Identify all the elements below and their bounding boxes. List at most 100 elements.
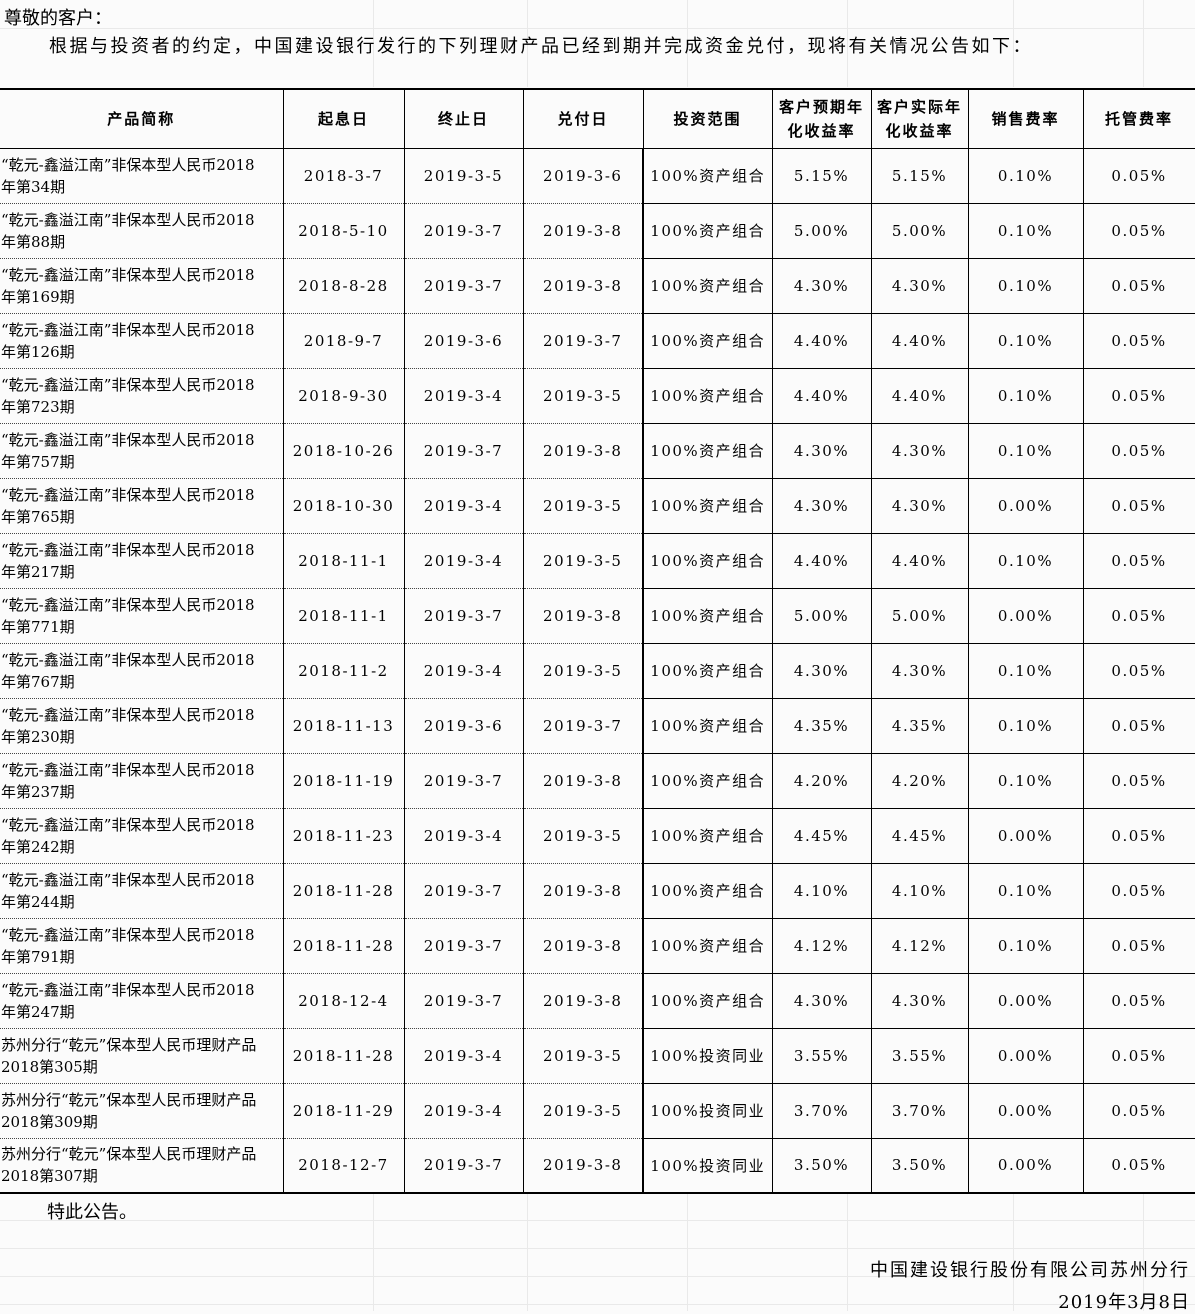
- cell-value: 100%投资同业: [643, 1028, 773, 1084]
- cell-value: 100%资产组合: [643, 258, 773, 314]
- cell-value: 0.10%: [968, 698, 1084, 754]
- cell-value: 4.40%: [772, 313, 872, 369]
- cell-value: 4.30%: [871, 258, 969, 314]
- cell-value: 0.05%: [1083, 698, 1195, 754]
- cell-value: 2019-3-8: [523, 588, 644, 644]
- table-row: “乾元-鑫溢江南”非保本型人民币2018 年第34期 2018-3-7 2019-3…: [0, 148, 1195, 204]
- cell-value: 2019-3-4: [404, 533, 524, 589]
- table-row: “乾元-鑫溢江南”非保本型人民币2018 年第244期 2018-11-28 201…: [0, 863, 1195, 919]
- cell-value: 2018-11-19: [283, 753, 405, 809]
- cell-product-name: “乾元-鑫溢江南”非保本型人民币2018 年第771期: [0, 588, 284, 644]
- cell-value: 0.00%: [968, 478, 1084, 534]
- cell-value: 2018-12-4: [283, 973, 405, 1029]
- cell-value: 2019-3-7: [404, 973, 524, 1029]
- cell-product-name: 苏州分行“乾元”保本型人民币理财产品 2018第307期: [0, 1138, 284, 1194]
- cell-product-name: “乾元-鑫溢江南”非保本型人民币2018 年第126期: [0, 313, 284, 369]
- cell-value: 2019-3-8: [523, 203, 644, 259]
- cell-value: 2019-3-5: [523, 643, 644, 699]
- cell-value: 2018-11-29: [283, 1083, 405, 1139]
- cell-value: 2019-3-8: [523, 863, 644, 919]
- cell-value: 4.45%: [871, 808, 969, 864]
- cell-value: 4.40%: [871, 368, 969, 424]
- cell-value: 4.30%: [871, 478, 969, 534]
- cell-value: 2019-3-4: [404, 1028, 524, 1084]
- cell-value: 0.05%: [1083, 423, 1195, 479]
- table-row: “乾元-鑫溢江南”非保本型人民币2018 年第217期 2018-11-1 2019…: [0, 533, 1195, 589]
- cell-value: 2018-12-7: [283, 1138, 405, 1194]
- cell-value: 100%资产组合: [643, 533, 773, 589]
- cell-value: 0.05%: [1083, 148, 1195, 204]
- cell-value: 2018-11-1: [283, 533, 405, 589]
- cell-value: 0.05%: [1083, 588, 1195, 644]
- cell-value: 5.00%: [772, 588, 872, 644]
- cell-value: 0.05%: [1083, 1138, 1195, 1194]
- cell-product-name: “乾元-鑫溢江南”非保本型人民币2018 年第217期: [0, 533, 284, 589]
- cell-value: 0.05%: [1083, 313, 1195, 369]
- cell-value: 4.30%: [871, 643, 969, 699]
- cell-product-name: “乾元-鑫溢江南”非保本型人民币2018 年第757期: [0, 423, 284, 479]
- cell-value: 2018-10-30: [283, 478, 405, 534]
- table-row: 苏州分行“乾元”保本型人民币理财产品 2018第305期 2018-11-28 20…: [0, 1028, 1195, 1084]
- cell-value: 0.05%: [1083, 973, 1195, 1029]
- cell-value: 4.30%: [772, 973, 872, 1029]
- cell-value: 2019-3-7: [404, 423, 524, 479]
- cell-value: 4.35%: [871, 698, 969, 754]
- cell-value: 0.05%: [1083, 478, 1195, 534]
- cell-value: 2019-3-8: [523, 973, 644, 1029]
- cell-value: 4.40%: [772, 368, 872, 424]
- cell-product-name: “乾元-鑫溢江南”非保本型人民币2018 年第237期: [0, 753, 284, 809]
- cell-value: 4.12%: [772, 918, 872, 974]
- cell-value: 0.10%: [968, 533, 1084, 589]
- cell-value: 4.30%: [772, 478, 872, 534]
- cell-value: 4.20%: [871, 753, 969, 809]
- cell-value: 2018-5-10: [283, 203, 405, 259]
- cell-value: 3.50%: [871, 1138, 969, 1194]
- cell-value: 5.00%: [871, 588, 969, 644]
- table-row: “乾元-鑫溢江南”非保本型人民币2018 年第757期 2018-10-26 201…: [0, 423, 1195, 479]
- cell-value: 2018-9-7: [283, 313, 405, 369]
- cell-value: 2019-3-4: [404, 1083, 524, 1139]
- cell-value: 0.10%: [968, 258, 1084, 314]
- cell-product-name: “乾元-鑫溢江南”非保本型人民币2018 年第244期: [0, 863, 284, 919]
- cell-value: 2018-8-28: [283, 258, 405, 314]
- cell-value: 4.45%: [772, 808, 872, 864]
- cell-value: 3.55%: [772, 1028, 872, 1084]
- cell-value: 4.35%: [772, 698, 872, 754]
- cell-value: 2019-3-7: [404, 588, 524, 644]
- cell-value: 2019-3-6: [404, 698, 524, 754]
- table-row: “乾元-鑫溢江南”非保本型人民币2018 年第126期 2018-9-7 2019-…: [0, 313, 1195, 369]
- table-row: “乾元-鑫溢江南”非保本型人民币2018 年第767期 2018-11-2 2019…: [0, 643, 1195, 699]
- cell-value: 2019-3-5: [523, 1083, 644, 1139]
- cell-value: 2018-11-28: [283, 863, 405, 919]
- table-row: “乾元-鑫溢江南”非保本型人民币2018 年第765期 2018-10-30 201…: [0, 478, 1195, 534]
- cell-value: 3.50%: [772, 1138, 872, 1194]
- column-header: 终止日: [404, 89, 524, 149]
- cell-value: 4.30%: [772, 643, 872, 699]
- cell-value: 2018-9-30: [283, 368, 405, 424]
- cell-value: 2018-10-26: [283, 423, 405, 479]
- cell-value: 2019-3-7: [404, 258, 524, 314]
- cell-value: 100%资产组合: [643, 643, 773, 699]
- cell-value: 2019-3-6: [523, 148, 644, 204]
- cell-value: 3.70%: [871, 1083, 969, 1139]
- cell-value: 2019-3-8: [523, 423, 644, 479]
- cell-value: 2019-3-7: [404, 1138, 524, 1194]
- cell-value: 4.30%: [871, 973, 969, 1029]
- cell-value: 0.10%: [968, 368, 1084, 424]
- table-row: “乾元-鑫溢江南”非保本型人民币2018 年第169期 2018-8-28 2019…: [0, 258, 1195, 314]
- background-grid-bottom: [0, 1193, 1195, 1311]
- cell-product-name: “乾元-鑫溢江南”非保本型人民币2018 年第34期: [0, 148, 284, 204]
- cell-value: 5.15%: [772, 148, 872, 204]
- cell-value: 2019-3-6: [404, 313, 524, 369]
- cell-value: 5.15%: [871, 148, 969, 204]
- column-header: 产品简称: [0, 89, 284, 149]
- cell-value: 2019-3-7: [523, 313, 644, 369]
- cell-value: 4.20%: [772, 753, 872, 809]
- cell-value: 2018-11-13: [283, 698, 405, 754]
- cell-value: 2019-3-7: [404, 863, 524, 919]
- cell-product-name: “乾元-鑫溢江南”非保本型人民币2018 年第765期: [0, 478, 284, 534]
- cell-value: 0.05%: [1083, 368, 1195, 424]
- table-header-row: 产品简称 起息日 终止日 兑付日 投资范围 客户预期年 化收益率 客户实际年 化收益率 销售费…: [0, 89, 1195, 149]
- cell-value: 0.00%: [968, 1083, 1084, 1139]
- cell-value: 0.10%: [968, 313, 1084, 369]
